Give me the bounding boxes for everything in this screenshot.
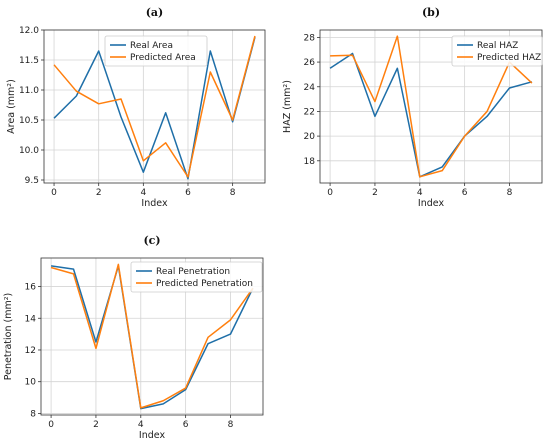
y-tick-label: 11.5 xyxy=(19,56,39,66)
y-tick-label: 12.0 xyxy=(19,26,39,36)
panel-label: (b) xyxy=(422,6,440,19)
panel-label: (c) xyxy=(143,234,160,247)
x-tick-label: 0 xyxy=(327,188,333,198)
y-axis-label: HAZ (mm²) xyxy=(282,80,293,133)
plot-frame xyxy=(319,29,543,184)
x-tick-label: 4 xyxy=(140,188,146,198)
x-tick-label: 6 xyxy=(462,188,468,198)
y-tick-label: 26 xyxy=(304,58,316,68)
x-tick-label: 6 xyxy=(185,188,191,198)
x-tick-label: 2 xyxy=(96,188,102,198)
legend: Real Area Predicted Area xyxy=(104,35,208,67)
y-tick-label: 28 xyxy=(304,33,316,43)
y-axis-label: Area (mm²) xyxy=(6,79,17,134)
series-line-1 xyxy=(50,265,254,410)
legend-box xyxy=(130,261,263,293)
x-axis-label: Index xyxy=(139,430,166,441)
y-tick-label: 12 xyxy=(25,346,36,356)
series-line-1 xyxy=(53,37,256,180)
y-tick-label: 10.0 xyxy=(19,146,39,156)
plot-frame xyxy=(43,29,266,184)
x-tick-label: 8 xyxy=(507,188,513,198)
x-tick-label: 6 xyxy=(183,420,189,430)
x-tick-label: 4 xyxy=(138,420,144,430)
legend-label: Predicted Penetration xyxy=(156,279,253,289)
y-tick-label: 8 xyxy=(30,409,36,419)
x-tick-label: 0 xyxy=(51,188,57,198)
series-line-2 xyxy=(50,263,254,409)
y-tick-label: 16 xyxy=(25,283,37,293)
x-tick-label: 8 xyxy=(230,188,236,198)
x-tick-label: 4 xyxy=(417,188,423,198)
legend-label: Real Area xyxy=(130,41,173,51)
legend-box xyxy=(104,35,208,67)
legend-label: Predicted Area xyxy=(130,53,196,63)
series-line-2 xyxy=(330,35,533,178)
x-tick-label: 2 xyxy=(93,420,99,430)
y-tick-label: 24 xyxy=(304,83,316,93)
y-tick-label: 9.5 xyxy=(25,176,39,186)
series-line-2 xyxy=(53,35,256,178)
x-axis-label: Index xyxy=(418,198,445,209)
panel-label: (a) xyxy=(146,6,164,19)
plot-frame xyxy=(40,257,264,416)
legend-label: Real Penetration xyxy=(156,267,230,277)
legend-label: Real HAZ xyxy=(477,41,518,51)
x-axis-label: Index xyxy=(141,198,168,209)
y-tick-label: 10 xyxy=(25,378,37,388)
y-axis-label: Penetration (mm²) xyxy=(3,293,14,381)
y-tick-label: 10.5 xyxy=(19,116,39,126)
y-tick-label: 20 xyxy=(304,132,316,142)
legend-box xyxy=(451,35,543,67)
legend-label: Predicted HAZ xyxy=(477,53,541,63)
y-tick-label: 22 xyxy=(304,107,315,117)
chart-panel-1: 0 2 4 6 8 9.5 10.0 10.5 11.0 11.5 12.0 Index Area (m… xyxy=(6,6,266,209)
x-tick-label: 2 xyxy=(372,188,378,198)
chart-panel-3: 0 2 4 6 8 8 10 12 14 16 Index Penetration (mm²) (c) R… xyxy=(3,234,264,441)
y-tick-label: 18 xyxy=(304,157,316,167)
y-tick-label: 11.0 xyxy=(19,86,39,96)
series-line-1 xyxy=(329,52,533,178)
x-tick-label: 8 xyxy=(228,420,234,430)
x-tick-label: 0 xyxy=(48,420,54,430)
legend: Real Penetration Predicted Penetration xyxy=(130,261,263,293)
y-tick-label: 14 xyxy=(25,314,37,324)
legend: Real HAZ Predicted HAZ xyxy=(451,35,543,67)
